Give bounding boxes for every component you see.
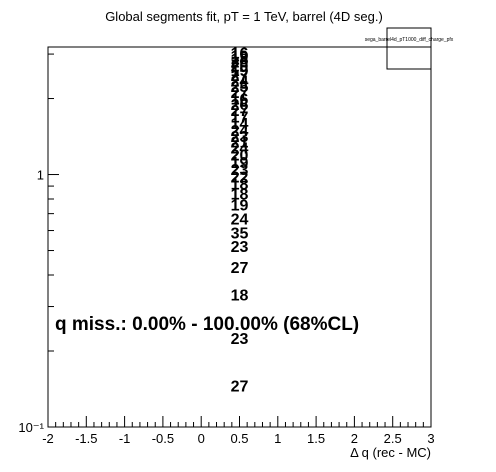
x-tick-label: 0.5 bbox=[230, 431, 248, 446]
chart-title: Global segments fit, pT = 1 TeV, barrel … bbox=[105, 9, 383, 24]
x-tick-label: 0 bbox=[198, 431, 205, 446]
x-axis-ticks bbox=[48, 416, 431, 427]
bin-entry-label: 23 bbox=[231, 239, 249, 256]
bin-entry-label: 27 bbox=[231, 379, 249, 396]
x-tick-label: -1.5 bbox=[75, 431, 97, 446]
x-tick-label: 2 bbox=[351, 431, 358, 446]
x-tick-label: 3 bbox=[427, 431, 434, 446]
legend-box bbox=[387, 28, 431, 69]
bin-entry-label: 18 bbox=[231, 287, 249, 304]
legend: sega_barrel4d_pT1000_diff_charge_pfx bbox=[365, 28, 454, 69]
legend-entry: sega_barrel4d_pT1000_diff_charge_pfx bbox=[365, 37, 454, 43]
x-tick-label: -0.5 bbox=[152, 431, 174, 446]
y-axis-tick-labels: 1 10⁻¹ bbox=[18, 168, 44, 435]
x-tick-label: 1 bbox=[274, 431, 281, 446]
y-tick-label: 1 bbox=[37, 168, 44, 183]
y-axis-ticks bbox=[48, 54, 59, 427]
x-tick-label: 1.5 bbox=[307, 431, 325, 446]
bin-entry-labels: 1619182020192724252716262717142423212420… bbox=[231, 45, 249, 395]
x-axis-label: Δ q (rec - MC) bbox=[350, 445, 431, 460]
x-tick-label: 2.5 bbox=[384, 431, 402, 446]
x-tick-label: -1 bbox=[119, 431, 131, 446]
y-tick-label: 10⁻¹ bbox=[18, 420, 44, 435]
bin-entry-label: 27 bbox=[231, 260, 249, 277]
charge-misid-annotation: q miss.: 0.00% - 100.00% (68%CL) bbox=[55, 314, 359, 335]
x-axis-tick-labels: -2 -1.5 -1 -0.5 0 0.5 1 1.5 2 2.5 3 bbox=[42, 431, 434, 446]
